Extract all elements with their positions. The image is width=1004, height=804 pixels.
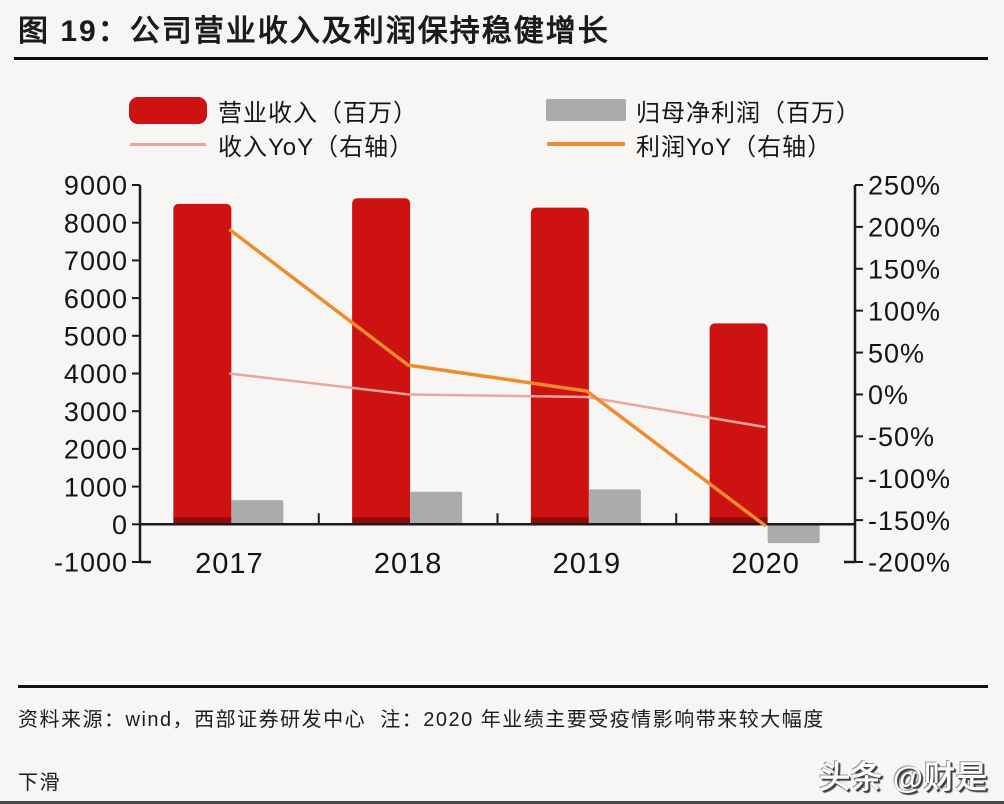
profit-bar-2017 [231,500,284,525]
right-axis-label: -200% [868,548,951,578]
legend-label-profit: 归母净利润（百万） [636,99,861,127]
profit-yoy-line [228,228,767,528]
revenue-bar-swatch [129,96,207,124]
footer-divider [18,685,988,688]
right-axis-label: 200% [868,213,941,243]
left-axis-label: 6000 [64,284,128,314]
revenue-yoy-line [229,372,766,429]
profit-bar-2019 [588,489,641,525]
revenue-yoy-line-swatch [130,142,206,146]
legend-item-revenue-bar: 营业收入（百万） [126,93,544,128]
left-axis-label: 4000 [64,359,128,389]
legend-label-revenue: 营业收入（百万） [218,99,418,127]
profit-yoy-line-swatch [547,142,625,146]
page-bottom-edge [0,801,1004,804]
profit-bar-2020 [767,524,820,544]
profit-bar-swatch [546,99,626,121]
legend-item-profit-yoy: 利润YoY（右轴） [544,127,832,162]
right-axis-label: -150% [868,506,951,536]
right-axis-label: 0% [868,380,909,410]
title-divider [14,57,988,60]
profit-bar-2018 [410,491,463,525]
source-note-line1: 资料来源：wind，西部证券研发中心 注：2020 年业绩主要受疫情影响带来较大… [18,709,825,731]
figure-title: 图 19：公司营业收入及利润保持稳健增长 [18,15,610,48]
toutiao-watermark: 头条 @财是 [819,760,988,795]
legend-row-2: 收入YoY（右轴） 利润YoY（右轴） [126,130,886,161]
revenue-bar-base-2019 [530,517,589,525]
category-label-2020: 2020 [731,548,800,580]
revenue-bar-2018 [352,198,411,525]
right-axis-label: 150% [868,254,941,284]
right-axis-label: -50% [868,422,935,452]
chart-legend: 营业收入（百万） 归母净利润（百万） 收入YoY（右轴） 利润YoY（右轴） [126,92,886,161]
legend-item-revenue-yoy: 收入YoY（右轴） [126,127,544,162]
right-axis-label: 100% [868,296,941,326]
legend-item-profit-bar: 归母净利润（百万） [544,93,861,128]
right-axis-label: 250% [868,171,941,201]
left-axis-label: 9000 [64,171,128,201]
left-axis-label: 8000 [64,208,128,238]
left-axis-label: -1000 [54,548,128,578]
left-axis-label: 5000 [64,322,128,352]
left-axis-label: 7000 [64,246,128,276]
left-axis-label: 0 [112,510,128,540]
revenue-bar-2017 [173,203,232,525]
revenue-bar-base-2017 [173,517,232,525]
legend-label-revenue-yoy: 收入YoY（右轴） [218,133,415,161]
revenue-bar-2019 [530,207,589,525]
right-axis-label: -100% [868,464,951,494]
left-axis-label: 2000 [64,435,128,465]
revenue-bar-base-2018 [352,517,411,525]
source-note-line2: 下滑 [18,772,61,794]
left-axis-label: 3000 [64,397,128,427]
right-axis-label: 50% [868,338,925,368]
legend-label-profit-yoy: 利润YoY（右轴） [636,133,833,161]
category-label-2017: 2017 [195,548,264,580]
legend-row-1: 营业收入（百万） 归母净利润（百万） [126,92,886,128]
category-label-2018: 2018 [374,548,443,580]
left-axis-label: 1000 [64,472,128,502]
revenue-bar-base-2020 [709,517,768,525]
category-label-2019: 2019 [553,548,622,580]
